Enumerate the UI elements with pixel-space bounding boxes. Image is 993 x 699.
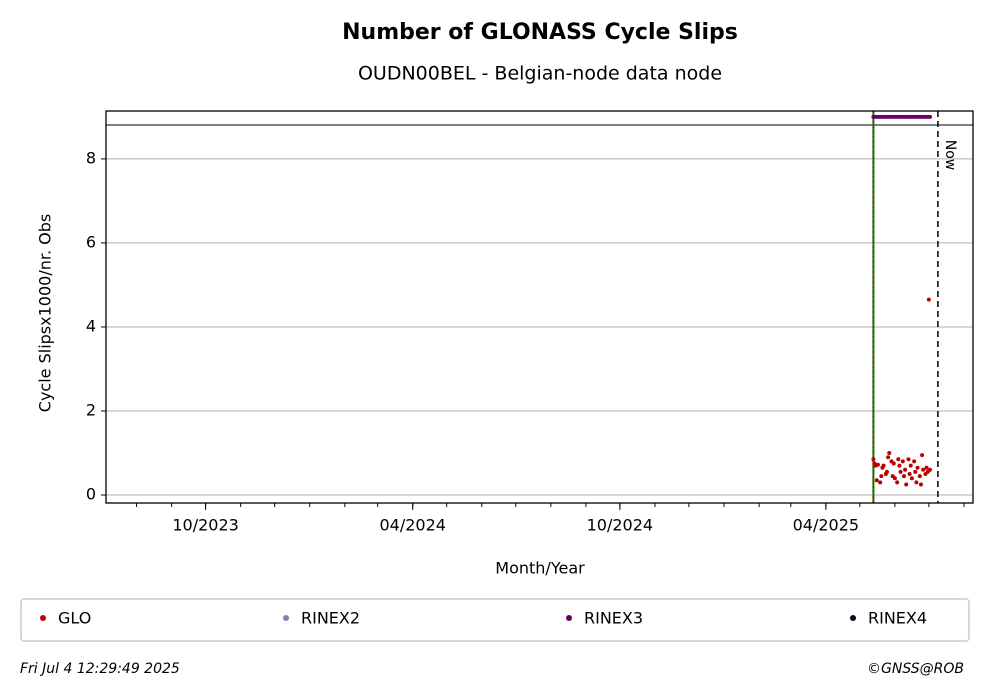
data-point <box>908 463 913 468</box>
x-tick-label: 10/2023 <box>172 516 238 535</box>
data-point <box>917 474 922 479</box>
footer-date: Fri Jul 4 12:29:49 2025 <box>20 661 180 677</box>
data-point <box>886 455 891 460</box>
data-point <box>926 297 931 302</box>
data-point <box>912 459 917 464</box>
legend-label: GLO <box>58 609 91 628</box>
data-point <box>897 463 902 468</box>
x-axis-label: Month/Year <box>495 559 585 578</box>
x-tick-label: 04/2025 <box>793 516 859 535</box>
data-point <box>895 480 900 485</box>
data-point <box>900 459 905 464</box>
legend-marker <box>283 615 289 621</box>
plot-frame <box>105 110 974 504</box>
y-tick-label: 8 <box>86 148 96 167</box>
y-tick-label: 2 <box>86 400 96 419</box>
data-point <box>906 457 911 462</box>
data-point <box>924 465 929 470</box>
data-point <box>918 482 923 487</box>
data-point <box>881 463 886 468</box>
data-point <box>892 476 897 481</box>
data-point <box>927 114 932 119</box>
data-point <box>913 469 918 474</box>
chart-title: Number of GLONASS Cycle Slips <box>342 20 738 45</box>
legend-label: RINEX4 <box>868 609 927 628</box>
data-point <box>909 476 914 481</box>
data-point <box>879 474 884 479</box>
data-point <box>920 453 925 458</box>
x-tick-label: 10/2024 <box>587 516 653 535</box>
data-point <box>903 467 908 472</box>
data-point <box>871 457 876 462</box>
data-point <box>884 469 889 474</box>
legend-marker <box>40 615 46 621</box>
data-point <box>875 462 880 467</box>
legend-label: RINEX3 <box>584 609 643 628</box>
y-axis-label: Cycle Slipsx1000/nr. Obs <box>36 214 55 412</box>
data-point <box>898 469 903 474</box>
data-point <box>921 467 926 472</box>
data-point <box>891 461 896 466</box>
data-point <box>915 465 920 470</box>
now-label: Now <box>942 140 958 171</box>
data-point <box>878 480 883 485</box>
data-point <box>904 482 909 487</box>
data-point <box>927 467 932 472</box>
data-point <box>914 480 919 485</box>
data-point <box>901 474 906 479</box>
data-point <box>887 451 892 456</box>
legend-marker <box>566 615 572 621</box>
chart-subtitle: OUDN00BEL - Belgian-node data node <box>358 63 722 85</box>
data-point <box>874 478 879 483</box>
data-point <box>907 472 912 477</box>
legend-label: RINEX2 <box>301 609 360 628</box>
x-tick-label: 04/2024 <box>379 516 445 535</box>
legend-box <box>20 598 970 642</box>
y-tick-label: 0 <box>86 485 96 504</box>
y-tick-label: 6 <box>86 232 96 251</box>
footer-copyright: ©GNSS@ROB <box>867 661 964 677</box>
y-tick-label: 4 <box>86 316 96 335</box>
data-point <box>896 457 901 462</box>
legend-marker <box>850 615 856 621</box>
